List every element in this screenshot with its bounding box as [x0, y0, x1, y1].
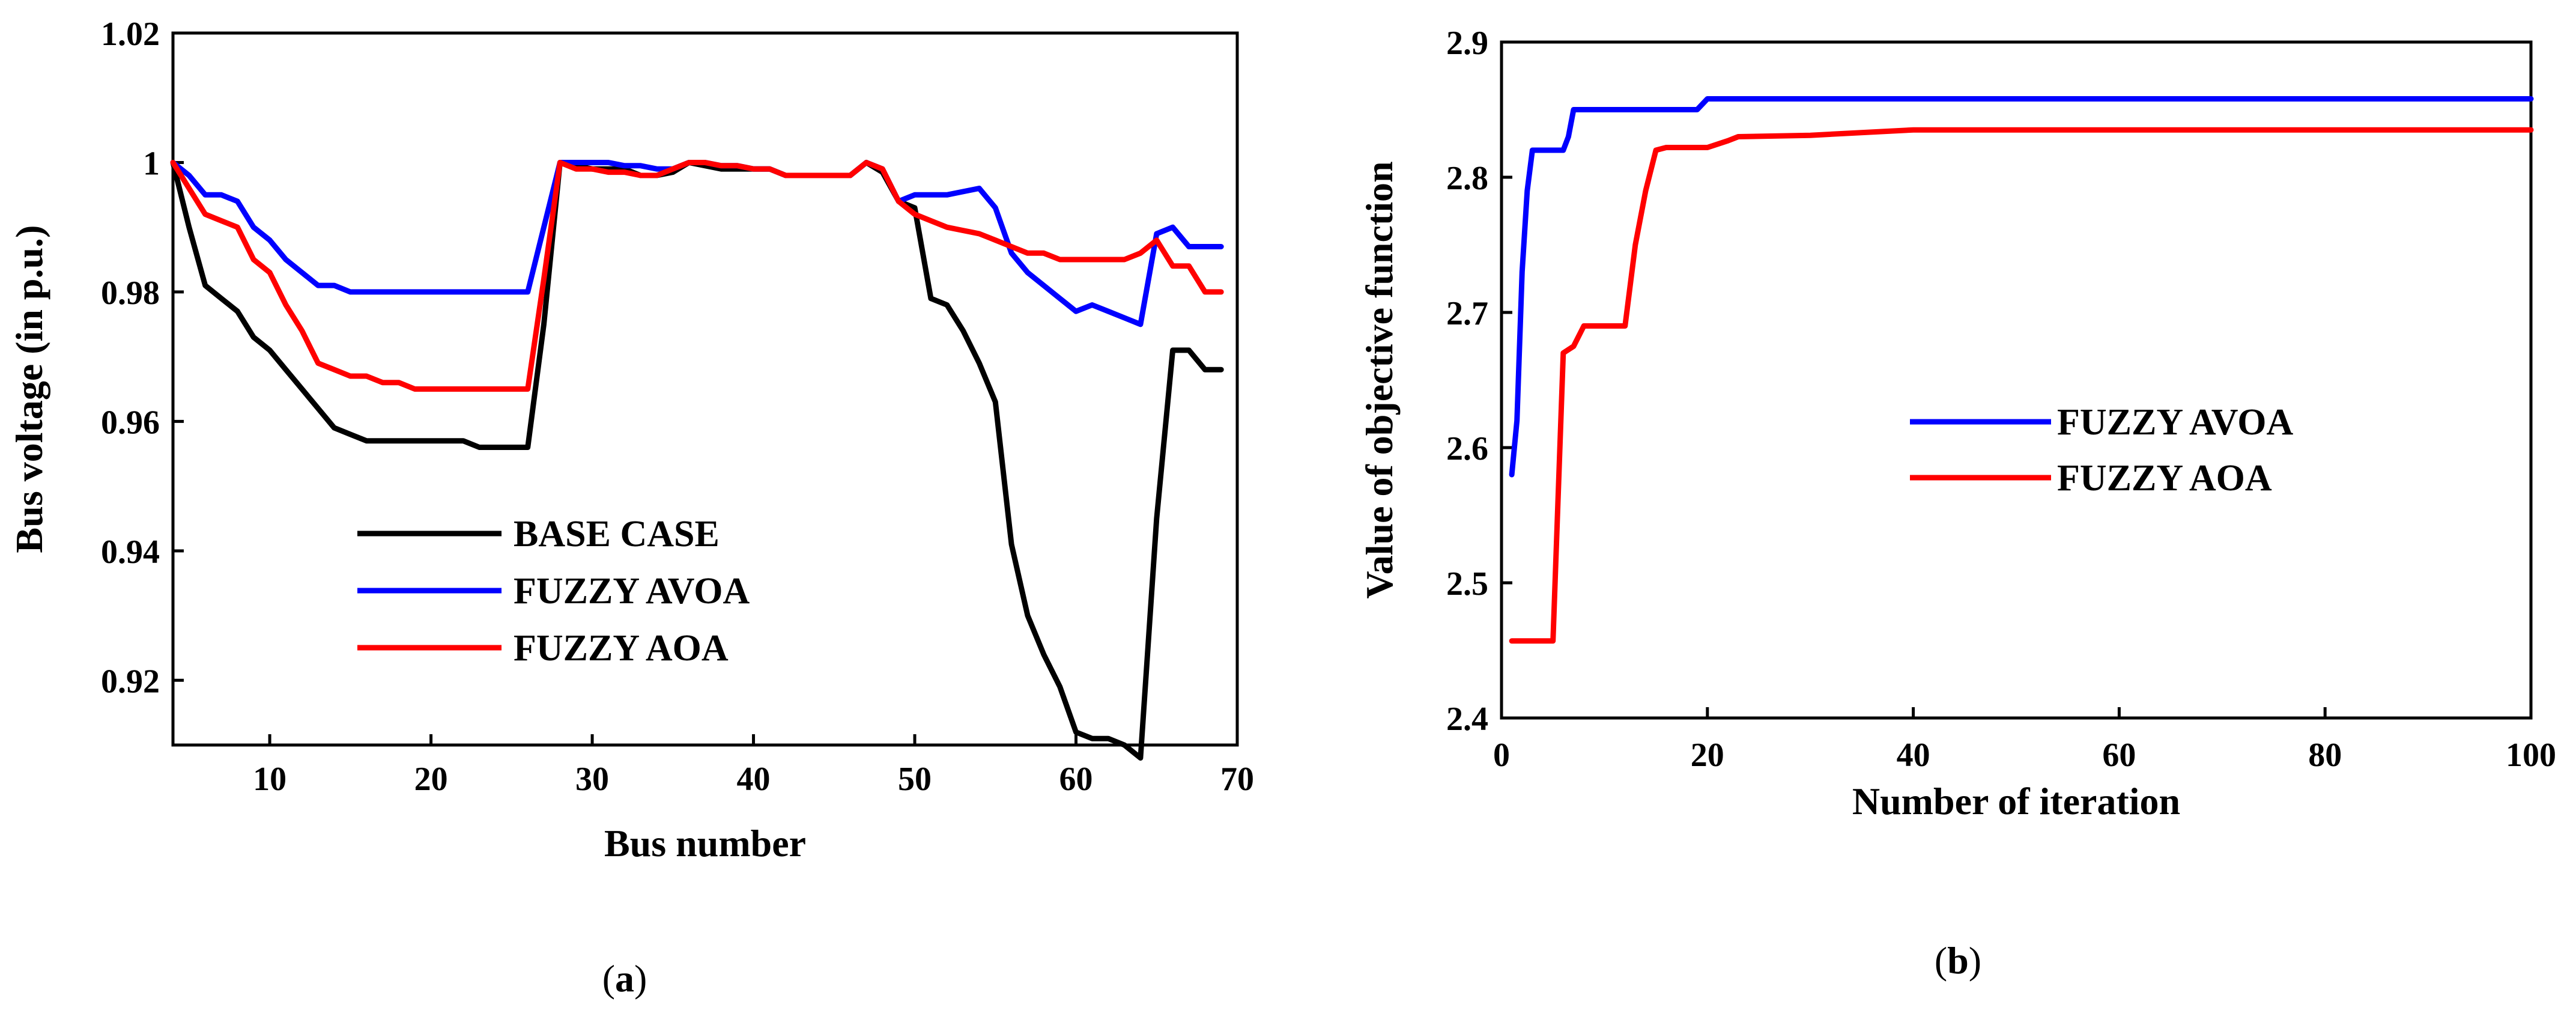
x-tick-label: 70 — [1220, 761, 1254, 798]
x-tick-label: 60 — [2102, 737, 2136, 774]
x-tick-label: 40 — [737, 761, 771, 798]
chart-panel-b: 0 20 40 60 80 100 2.4 2.5 2.6 2.7 2.8 2.9 Number of … — [1358, 25, 2556, 823]
series-line-fuzzy-avoa — [170, 160, 1224, 327]
x-tick-label: 60 — [1059, 761, 1093, 798]
x-tick-label: 100 — [2506, 737, 2556, 774]
x-tick-label: 0 — [1493, 737, 1510, 774]
x-tick-label: 20 — [414, 761, 448, 798]
series-line-fuzzy-avoa — [1509, 96, 2534, 478]
legend-label: FUZZY AVOA — [2057, 402, 2293, 443]
x-axis-title: Bus number — [604, 822, 806, 865]
legend-label: BASE CASE — [514, 514, 720, 555]
y-tick-label: 0.94 — [101, 534, 160, 571]
legend-label: FUZZY AVOA — [514, 571, 750, 612]
y-tick-label: 2.6 — [1446, 430, 1488, 467]
x-tick-label: 30 — [575, 761, 609, 798]
y-tick-label: 0.98 — [101, 275, 160, 312]
y-tick-label: 0.96 — [101, 404, 160, 441]
x-tick-label: 10 — [253, 761, 286, 798]
y-tick-label: 2.5 — [1446, 565, 1488, 603]
y-tick-label: 1 — [143, 145, 160, 182]
y-tick-label: 1.02 — [101, 16, 160, 53]
x-tick-label: 50 — [898, 761, 932, 798]
plot-frame — [1500, 40, 2533, 720]
y-tick-label: 0.92 — [101, 663, 160, 700]
y-axis-title: Value of objective function — [1358, 161, 1401, 598]
series-line-fuzzy-aoa — [170, 160, 1224, 392]
x-axis-title: Number of iteration — [1852, 780, 2180, 823]
plot-frame — [171, 31, 1239, 747]
y-axis-title: Bus voltage (in p.u.) — [8, 225, 50, 553]
y-tick-label: 2.7 — [1446, 295, 1488, 332]
x-tick-label: 80 — [2308, 737, 2342, 774]
panel-a-label: (a) — [602, 957, 647, 1000]
chart-panel-a: 10 20 30 40 50 60 70 0.92 0.94 0.96 0.98 1 1.02 Bus n… — [8, 16, 1254, 865]
y-tick-label: 2.9 — [1446, 25, 1488, 62]
legend-label: FUZZY AOA — [2057, 458, 2272, 499]
series-line-fuzzy-aoa — [1509, 127, 2534, 644]
x-tick-label: 40 — [1897, 737, 1930, 774]
x-tick-label: 20 — [1691, 737, 1724, 774]
y-tick-label: 2.4 — [1446, 701, 1488, 738]
legend-label: FUZZY AOA — [514, 628, 729, 669]
panel-b-label: (b) — [1935, 939, 1981, 982]
y-tick-label: 2.8 — [1446, 160, 1488, 197]
